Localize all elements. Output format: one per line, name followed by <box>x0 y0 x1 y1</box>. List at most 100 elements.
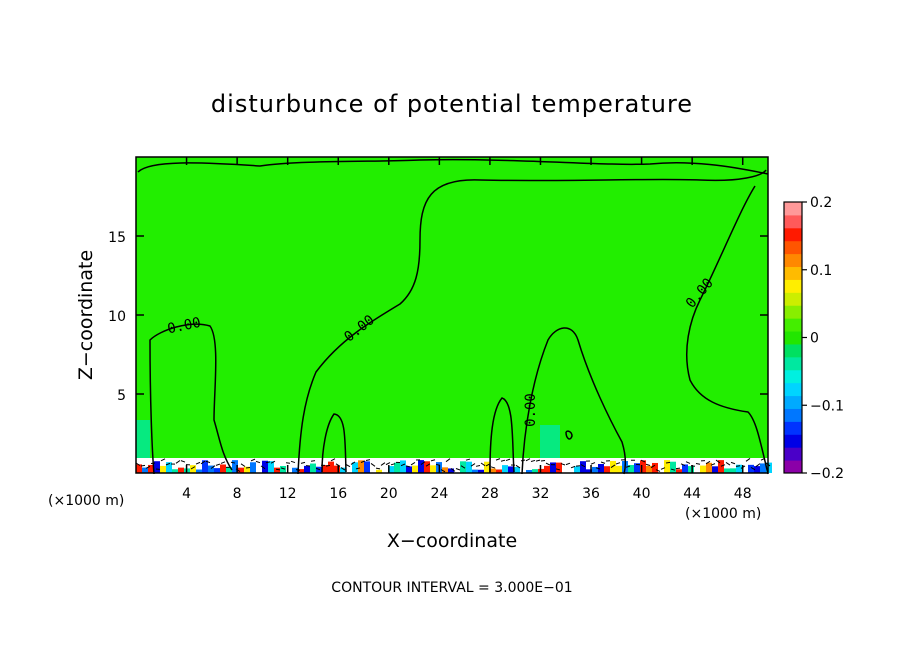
surface-contour <box>660 467 666 470</box>
surface-contour <box>675 467 681 470</box>
surface-cell <box>610 460 616 473</box>
surface-patch <box>540 425 560 458</box>
surface-cell <box>358 460 364 473</box>
surface-contour <box>580 464 586 468</box>
y-axis: 5 10 15 <box>108 230 768 404</box>
surface-cell <box>646 465 652 473</box>
surface-contour <box>210 465 216 469</box>
surface-contour <box>440 469 446 473</box>
surface-cell <box>190 465 196 473</box>
x-tick-label: 8 <box>233 486 242 502</box>
surface-cell <box>304 465 310 473</box>
surface-contour <box>640 459 646 463</box>
surface-cell <box>670 461 676 473</box>
surface-cell <box>544 465 550 473</box>
surface-contour <box>560 463 566 466</box>
contour-line-hill <box>521 327 627 475</box>
surface-contour <box>555 468 561 471</box>
surface-cell <box>424 461 430 473</box>
surface-contour <box>670 468 676 471</box>
surface-cell <box>508 466 514 473</box>
x-axis: 4 8 12 16 20 24 28 32 36 40 44 48 <box>182 157 752 502</box>
surface-contour <box>285 462 291 464</box>
surface-contour <box>445 458 451 463</box>
surface-cell <box>382 466 388 473</box>
surface-contour <box>410 462 416 466</box>
surface-contour <box>340 467 346 471</box>
surface-contour <box>195 461 201 465</box>
surface-cell <box>574 466 580 473</box>
surface-cell <box>442 467 448 473</box>
x-tick-label: 44 <box>683 486 701 502</box>
surface-contour <box>255 460 261 464</box>
surface-contour <box>300 461 306 464</box>
surface-contour <box>650 464 656 469</box>
surface-contour <box>205 460 211 464</box>
surface-cell <box>256 466 262 473</box>
colorbar-segment <box>784 279 802 293</box>
surface-cell <box>340 467 346 473</box>
surface-contour <box>275 468 281 471</box>
surface-cell <box>376 469 382 473</box>
colorbar-segment <box>784 395 802 409</box>
contour-lines <box>137 158 769 475</box>
surface-contour <box>715 459 721 464</box>
surface-cell <box>478 469 484 473</box>
surface-cell <box>244 466 250 473</box>
contour-interval-note: CONTOUR INTERVAL = 3.000E−01 <box>331 580 572 596</box>
surface-contour <box>515 464 521 469</box>
surface-contour <box>400 463 406 467</box>
surface-contour <box>330 458 336 462</box>
surface-contour <box>720 464 726 467</box>
surface-cell <box>454 463 460 473</box>
surface-cell <box>748 464 754 473</box>
surface-contour <box>600 461 606 464</box>
surface-cell <box>490 468 496 473</box>
surface-contour <box>610 464 616 468</box>
x-tick-label: 16 <box>329 486 347 502</box>
contour-label: 0.00 <box>166 315 202 338</box>
surface-contour <box>370 463 376 467</box>
surface-contour <box>475 465 481 467</box>
x-tick-label: 12 <box>279 486 297 502</box>
surface-cell <box>598 463 604 473</box>
surface-contour <box>405 465 411 468</box>
surface-cell <box>448 468 454 473</box>
surface-contour <box>665 461 671 464</box>
surface-contour <box>380 462 386 466</box>
contour-line-knob <box>565 430 573 440</box>
surface-contour <box>530 459 536 462</box>
surface-cell <box>154 461 160 473</box>
surface-cell <box>712 466 718 473</box>
surface-cell <box>640 460 646 473</box>
chart-title: disturbunce of potential temperature <box>211 90 693 118</box>
surface-layer <box>135 420 772 473</box>
colorbar-segment <box>784 214 802 229</box>
surface-cell <box>400 460 406 473</box>
surface-contour <box>270 460 276 464</box>
surface-cell <box>172 469 178 473</box>
colorbar-segment <box>784 292 802 306</box>
surface-cell <box>520 468 526 473</box>
surface-contour <box>360 460 366 463</box>
x-axis-unit-right: (×1000 m) <box>685 506 761 522</box>
surface-cell <box>406 466 412 473</box>
colorbar-segment <box>784 369 802 384</box>
x-tick-label: 32 <box>532 486 550 502</box>
surface-contour <box>200 460 206 465</box>
surface-cell <box>628 465 634 473</box>
surface-cell <box>430 465 436 473</box>
surface-contour <box>645 463 651 466</box>
surface-cell <box>142 467 148 473</box>
surface-cell <box>754 466 760 473</box>
surface-cell <box>280 465 286 473</box>
surface-cell <box>166 462 172 473</box>
surface-contour <box>460 465 466 469</box>
surface-cell <box>334 465 340 473</box>
surface-contour <box>500 459 506 462</box>
surface-contour <box>280 467 286 470</box>
surface-contour <box>315 467 321 471</box>
surface-contour <box>375 467 381 470</box>
surface-cell <box>676 469 682 473</box>
surface-cell <box>682 464 688 473</box>
